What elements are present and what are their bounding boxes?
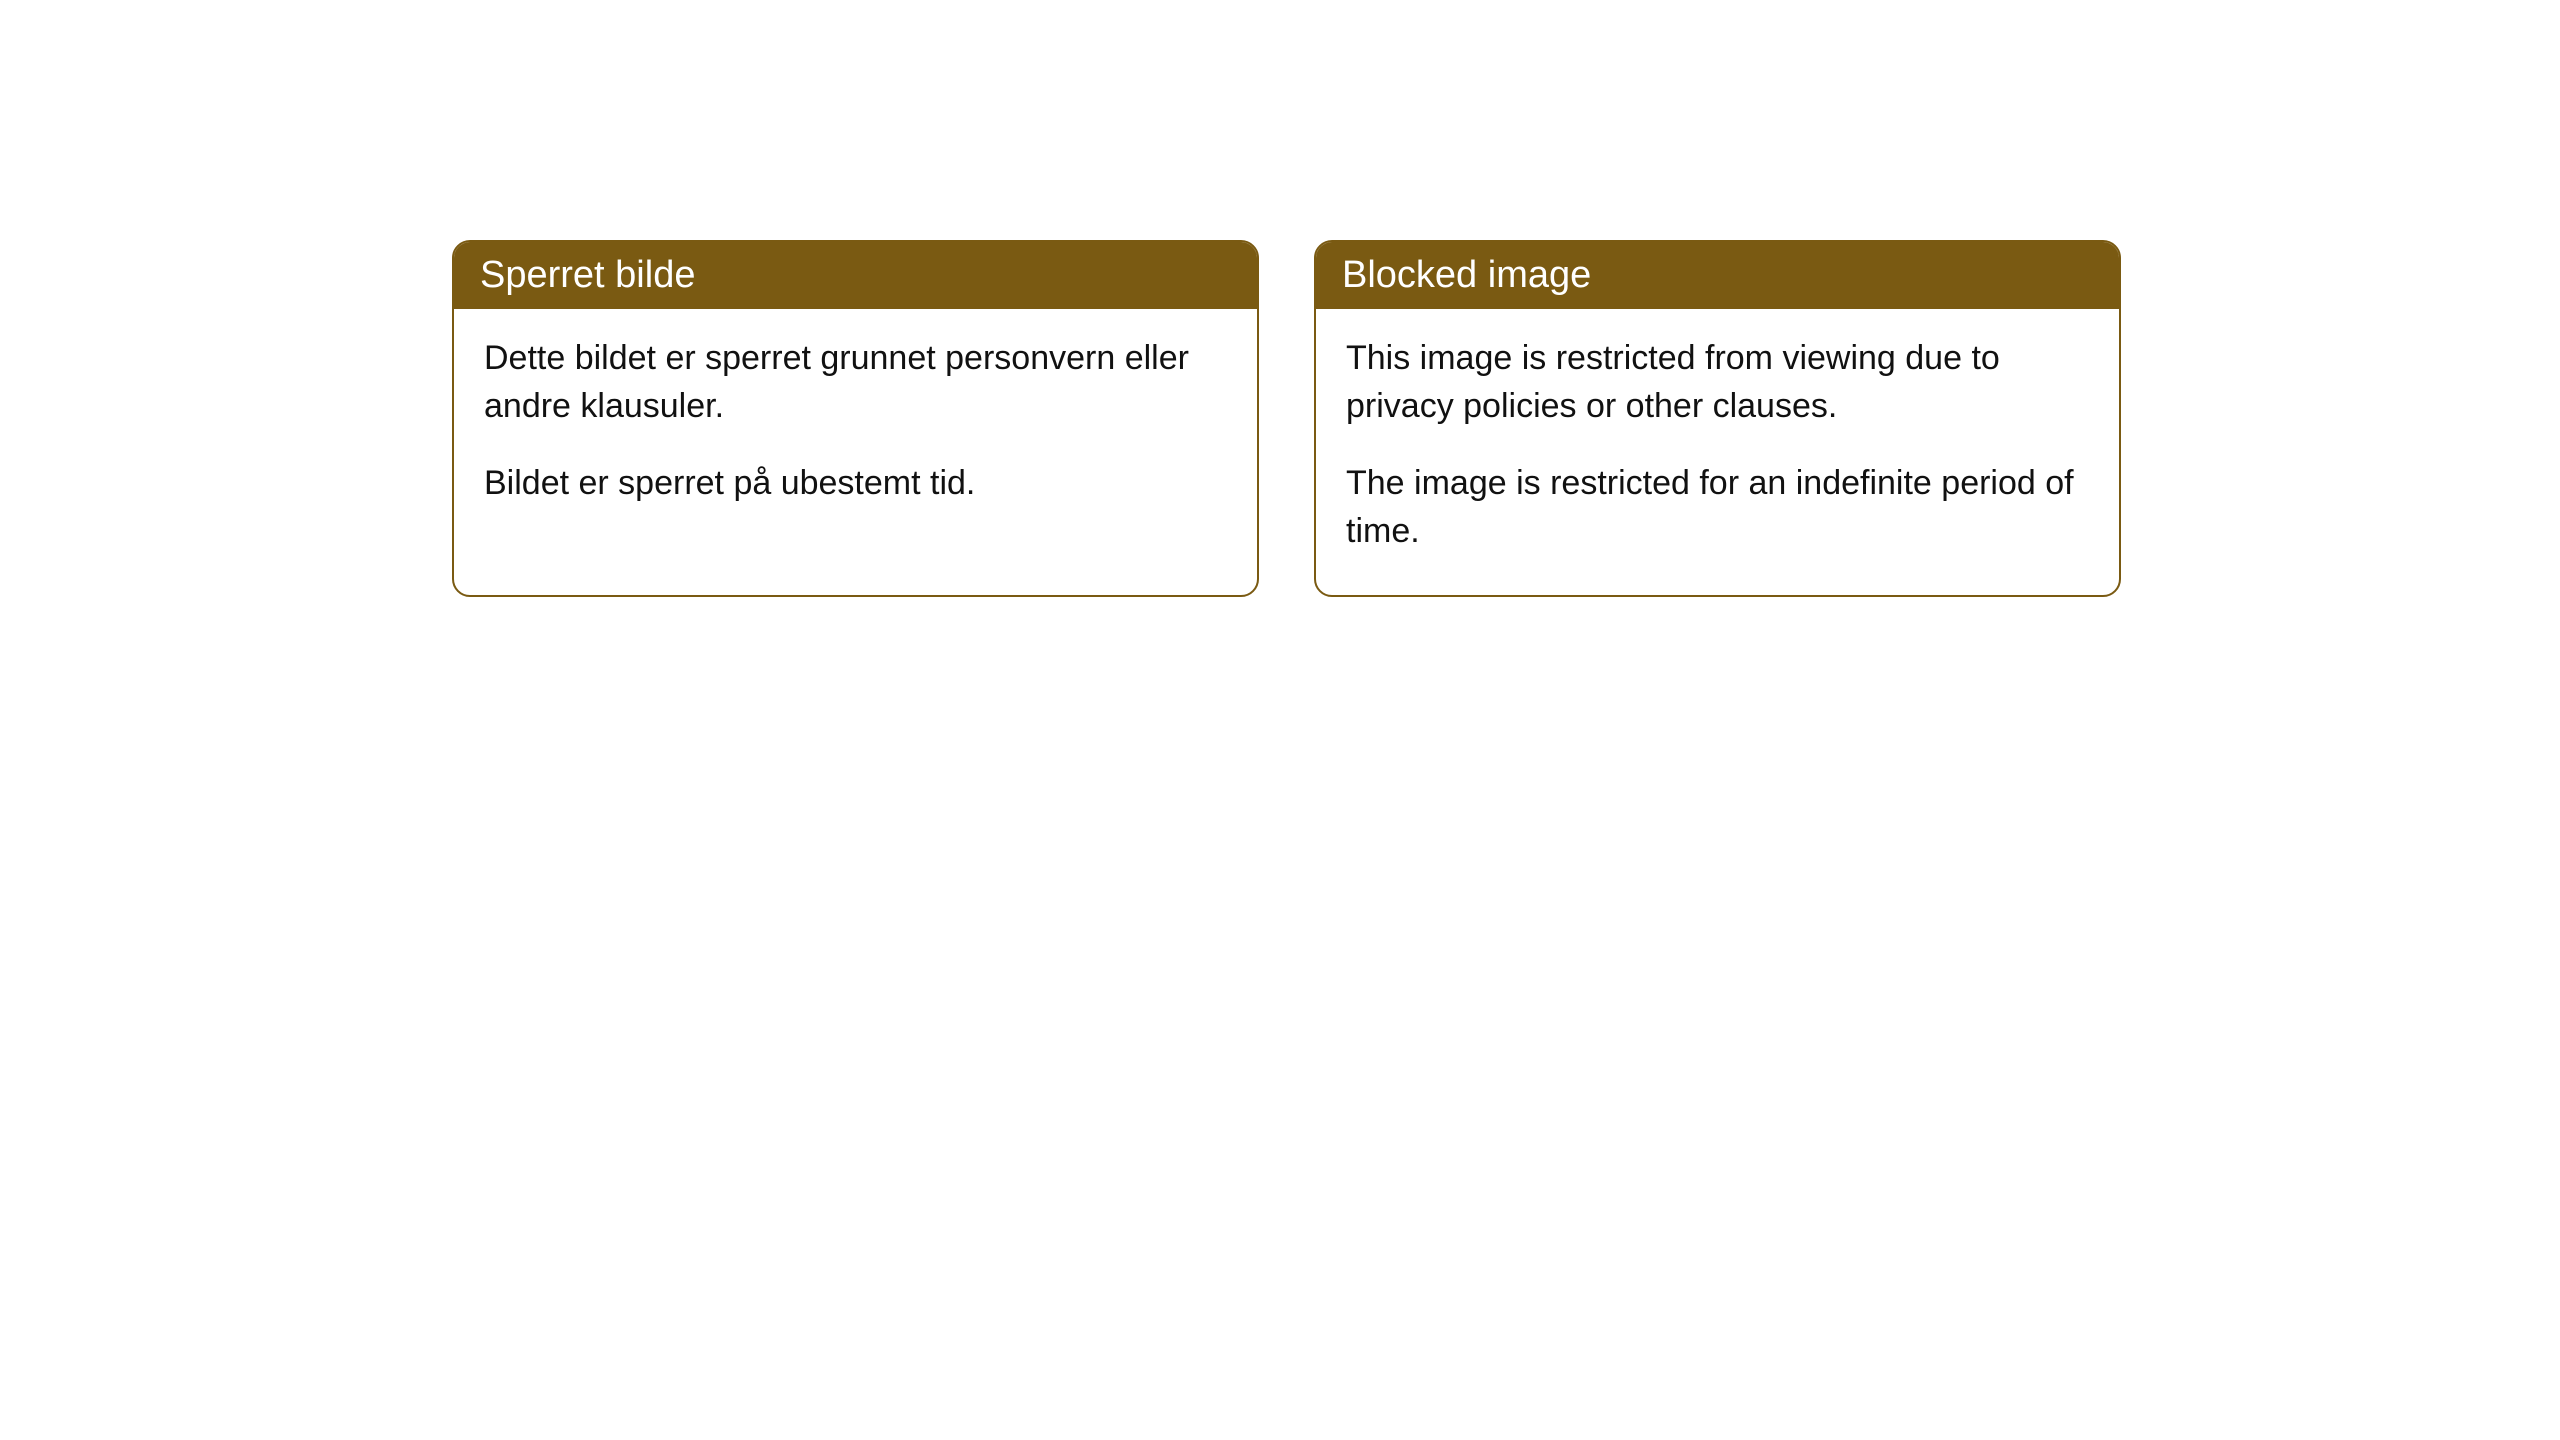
card-title: Sperret bilde bbox=[480, 254, 695, 296]
card-paragraph: This image is restricted from viewing du… bbox=[1346, 335, 2089, 430]
card-body-norwegian: Dette bildet er sperret grunnet personve… bbox=[454, 309, 1257, 548]
card-header-norwegian: Sperret bilde bbox=[454, 242, 1257, 309]
card-body-english: This image is restricted from viewing du… bbox=[1316, 309, 2119, 595]
card-paragraph: Bildet er sperret på ubestemt tid. bbox=[484, 460, 1227, 508]
card-paragraph: Dette bildet er sperret grunnet personve… bbox=[484, 335, 1227, 430]
card-paragraph: The image is restricted for an indefinit… bbox=[1346, 460, 2089, 555]
card-title: Blocked image bbox=[1342, 254, 1591, 296]
notice-container: Sperret bilde Dette bildet er sperret gr… bbox=[452, 240, 2121, 597]
card-header-english: Blocked image bbox=[1316, 242, 2119, 309]
notice-card-norwegian: Sperret bilde Dette bildet er sperret gr… bbox=[452, 240, 1259, 597]
notice-card-english: Blocked image This image is restricted f… bbox=[1314, 240, 2121, 597]
